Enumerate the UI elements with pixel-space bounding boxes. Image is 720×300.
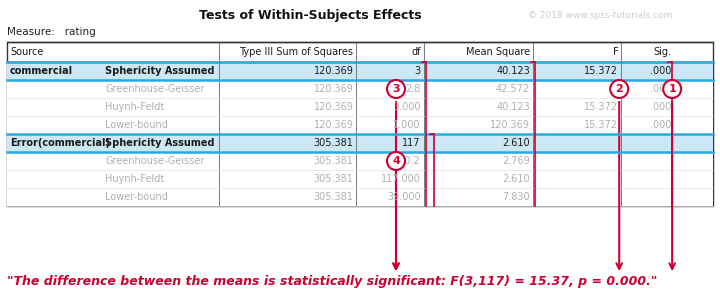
Text: 2.610: 2.610 — [503, 138, 530, 148]
Text: 305.381: 305.381 — [314, 174, 354, 184]
Text: 120.369: 120.369 — [314, 66, 354, 76]
Circle shape — [611, 80, 629, 98]
Bar — [7, 62, 713, 80]
Text: 120.369: 120.369 — [314, 84, 354, 94]
Text: 2.610: 2.610 — [503, 174, 530, 184]
Text: 15.372: 15.372 — [584, 120, 618, 130]
Text: 120.369: 120.369 — [314, 120, 354, 130]
Text: 2.8: 2.8 — [405, 84, 420, 94]
Text: Type III Sum of Squares: Type III Sum of Squares — [240, 47, 354, 57]
Text: .000: .000 — [649, 120, 671, 130]
Text: Lower-bound: Lower-bound — [105, 192, 168, 202]
Text: 2.769: 2.769 — [503, 156, 530, 166]
Text: 110.2: 110.2 — [393, 156, 420, 166]
Text: Mean Square: Mean Square — [466, 47, 530, 57]
Text: Sphericity Assumed: Sphericity Assumed — [105, 66, 215, 76]
Text: 3.000: 3.000 — [393, 102, 420, 112]
Text: 117.000: 117.000 — [381, 174, 420, 184]
Text: .000: .000 — [649, 66, 671, 76]
Bar — [7, 116, 713, 134]
Bar — [7, 188, 713, 206]
Text: 40.123: 40.123 — [496, 66, 530, 76]
Text: Huynh-Feldt: Huynh-Feldt — [105, 102, 165, 112]
Text: commercial: commercial — [10, 66, 73, 76]
Text: 15.372: 15.372 — [584, 102, 618, 112]
Bar — [7, 98, 713, 116]
Text: 3: 3 — [415, 66, 420, 76]
Bar — [7, 42, 713, 206]
Text: Measure:   rating: Measure: rating — [7, 27, 96, 37]
Text: 120.369: 120.369 — [314, 102, 354, 112]
Text: 117: 117 — [402, 138, 420, 148]
Text: 2: 2 — [616, 84, 623, 94]
Text: Huynh-Feldt: Huynh-Feldt — [105, 174, 165, 184]
Bar — [7, 170, 713, 188]
Text: 42.572: 42.572 — [496, 84, 530, 94]
Text: 3: 3 — [392, 84, 400, 94]
Text: .000: .000 — [649, 84, 671, 94]
Circle shape — [387, 80, 405, 98]
Text: Error(commercial): Error(commercial) — [10, 138, 110, 148]
Text: Greenhouse-Geisser: Greenhouse-Geisser — [105, 84, 204, 94]
Bar — [7, 152, 713, 170]
Text: 120.369: 120.369 — [490, 120, 530, 130]
Circle shape — [663, 80, 681, 98]
Text: 40.123: 40.123 — [496, 102, 530, 112]
Text: 4: 4 — [392, 156, 400, 166]
Text: .000: .000 — [649, 102, 671, 112]
Bar — [7, 134, 713, 152]
Text: 1: 1 — [668, 84, 676, 94]
Text: Greenhouse-Geisser: Greenhouse-Geisser — [105, 156, 204, 166]
Text: "The difference between the means is statistically significant: F(3,117) = 15.37: "The difference between the means is sta… — [7, 275, 657, 288]
Text: © 2018 www.spss-tutorials.com: © 2018 www.spss-tutorials.com — [528, 11, 672, 20]
Text: 305.381: 305.381 — [314, 156, 354, 166]
Bar — [7, 80, 713, 98]
Text: Source: Source — [10, 47, 43, 57]
Text: 305.381: 305.381 — [314, 138, 354, 148]
Text: Lower-bound: Lower-bound — [105, 120, 168, 130]
Text: Sphericity Assumed: Sphericity Assumed — [105, 138, 215, 148]
Text: 1.000: 1.000 — [393, 120, 420, 130]
Text: Tests of Within-Subjects Effects: Tests of Within-Subjects Effects — [199, 8, 421, 22]
Text: 7.830: 7.830 — [503, 192, 530, 202]
Text: df: df — [411, 47, 420, 57]
Text: 39.000: 39.000 — [387, 192, 420, 202]
Text: 305.381: 305.381 — [314, 192, 354, 202]
Circle shape — [387, 152, 405, 170]
Text: F: F — [613, 47, 618, 57]
Text: 15.372: 15.372 — [584, 66, 618, 76]
Text: Sig.: Sig. — [653, 47, 671, 57]
